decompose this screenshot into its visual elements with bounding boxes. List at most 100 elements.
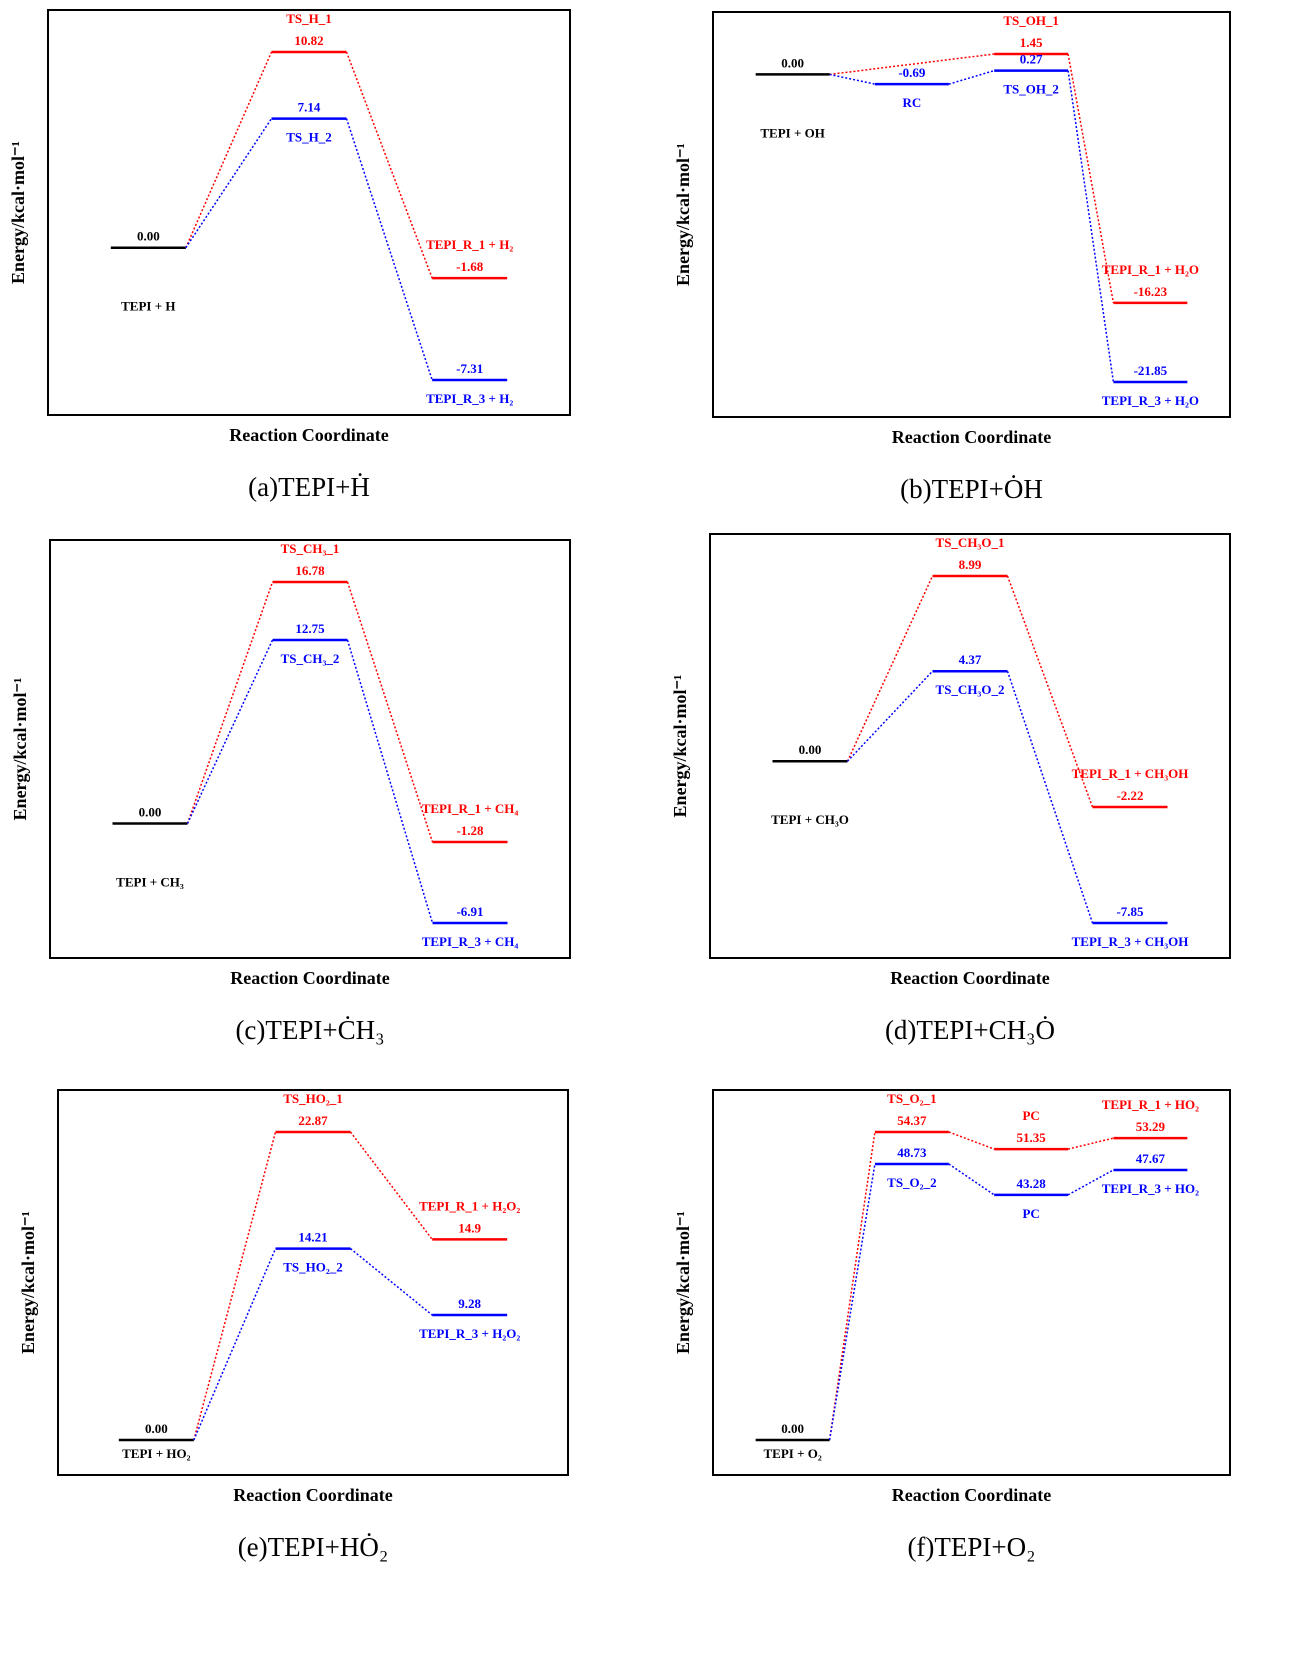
connector bbox=[949, 1164, 994, 1195]
figure: Reaction Coordinate Energy/kcal·mol⁻¹ (a)T… bbox=[0, 0, 1302, 1660]
species-label: RC bbox=[902, 95, 921, 110]
x-axis-label: Reaction Coordinate bbox=[892, 1485, 1051, 1505]
value-label: 22.87 bbox=[298, 1113, 328, 1128]
value-label: 53.29 bbox=[1136, 1119, 1166, 1134]
connector bbox=[830, 74, 875, 84]
species-label: TEPI + CH₃ bbox=[116, 875, 184, 890]
species-label: TS_O₂_2 bbox=[887, 1175, 936, 1190]
value-label: 0.00 bbox=[145, 1421, 168, 1436]
species-label: PC bbox=[1022, 1108, 1039, 1123]
plot-frame bbox=[48, 10, 570, 415]
species-label: TS_OH_1 bbox=[1003, 13, 1059, 28]
species-label: TEPI + H bbox=[121, 299, 175, 314]
x-axis-label: Reaction Coordinate bbox=[892, 427, 1051, 447]
species-label: TEPI_R_1 + H₂O bbox=[1102, 262, 1199, 277]
connector bbox=[830, 1164, 875, 1440]
caption: (b)TEPI+ȮH bbox=[900, 474, 1043, 504]
species-label: TEPI_R_3 + HO₂ bbox=[1102, 1181, 1199, 1196]
value-label: 0.00 bbox=[137, 229, 160, 244]
value-label: 51.35 bbox=[1017, 1130, 1047, 1145]
x-axis-label: Reaction Coordinate bbox=[233, 1485, 392, 1505]
connector bbox=[188, 640, 273, 824]
x-axis-label: Reaction Coordinate bbox=[890, 968, 1049, 988]
value-label: 0.27 bbox=[1020, 52, 1043, 67]
connector bbox=[348, 640, 433, 923]
species-label: PC bbox=[1022, 1206, 1039, 1221]
value-label: 7.14 bbox=[298, 100, 321, 115]
x-axis-label: Reaction Coordinate bbox=[230, 968, 389, 988]
connector bbox=[848, 671, 933, 761]
value-label: 16.78 bbox=[295, 563, 325, 578]
value-label: 14.9 bbox=[458, 1220, 481, 1235]
species-label: TEPI_R_1 + CH₄ bbox=[422, 801, 519, 816]
value-label: -21.85 bbox=[1134, 363, 1168, 378]
connector bbox=[351, 1132, 433, 1239]
connector bbox=[351, 1249, 433, 1315]
species-label: TEPI_R_3 + H₂ bbox=[426, 391, 513, 406]
value-label: 0.00 bbox=[781, 55, 804, 70]
species-label: TEPI_R_3 + H₂O bbox=[1102, 393, 1199, 408]
caption: (e)TEPI+HȮ₂ bbox=[238, 1532, 389, 1562]
connector bbox=[347, 119, 433, 380]
caption: (d)TEPI+CH₃Ȯ bbox=[885, 1015, 1055, 1045]
value-label: 0.00 bbox=[139, 805, 162, 820]
value-label: 8.99 bbox=[959, 557, 982, 572]
species-label: TS_CH₃O_1 bbox=[936, 535, 1005, 550]
caption: (c)TEPI+ĊH₃ bbox=[235, 1015, 384, 1045]
species-label: TS_H_2 bbox=[286, 130, 332, 145]
value-label: 47.67 bbox=[1136, 1151, 1166, 1166]
value-label: 1.45 bbox=[1020, 35, 1043, 50]
y-axis-label: Energy/kcal·mol⁻¹ bbox=[673, 1211, 693, 1354]
species-label: TEPI_R_1 + HO₂ bbox=[1102, 1097, 1199, 1112]
y-axis-label: Energy/kcal·mol⁻¹ bbox=[670, 675, 690, 818]
value-label: 4.37 bbox=[959, 652, 982, 667]
value-label: 0.00 bbox=[799, 742, 822, 757]
value-label: 14.21 bbox=[298, 1230, 327, 1245]
value-label: 54.37 bbox=[897, 1113, 927, 1128]
plot-frame bbox=[710, 534, 1230, 958]
species-label: TEPI + CH₃O bbox=[771, 812, 849, 827]
caption: (f)TEPI+O₂ bbox=[907, 1532, 1035, 1562]
x-axis-label: Reaction Coordinate bbox=[229, 425, 388, 445]
connector bbox=[949, 1132, 994, 1149]
connector bbox=[848, 576, 933, 761]
value-label: 48.73 bbox=[897, 1145, 927, 1160]
species-label: TEPI + HO₂ bbox=[122, 1446, 190, 1461]
species-label: TS_O₂_1 bbox=[887, 1091, 936, 1106]
species-label: TS_HO₂_1 bbox=[283, 1091, 343, 1106]
connector bbox=[1008, 671, 1093, 923]
species-label: TEPI_R_3 + CH₃OH bbox=[1072, 934, 1189, 949]
species-label: TEPI + O₂ bbox=[763, 1446, 821, 1461]
species-label: TEPI_R_3 + H₂O₂ bbox=[419, 1326, 520, 1341]
value-label: -1.68 bbox=[456, 259, 484, 274]
connector bbox=[1068, 1138, 1113, 1149]
value-label: 12.75 bbox=[295, 621, 325, 636]
plot-frame bbox=[713, 1090, 1230, 1475]
connector bbox=[347, 52, 433, 278]
value-label: -6.91 bbox=[456, 904, 483, 919]
plot-frame bbox=[50, 540, 570, 958]
connector bbox=[830, 1132, 875, 1440]
value-label: 10.82 bbox=[294, 33, 323, 48]
plot-frame bbox=[58, 1090, 568, 1475]
species-label: TEPI_R_3 + CH₄ bbox=[422, 934, 519, 949]
value-label: -7.85 bbox=[1116, 904, 1144, 919]
species-label: TS_H_1 bbox=[286, 11, 332, 26]
value-label: -16.23 bbox=[1134, 284, 1168, 299]
connector bbox=[194, 1249, 276, 1440]
connector bbox=[1068, 71, 1113, 382]
value-label: -0.69 bbox=[898, 65, 926, 80]
connector bbox=[348, 582, 433, 842]
species-label: TS_CH₃_2 bbox=[281, 651, 340, 666]
value-label: 43.28 bbox=[1017, 1176, 1047, 1191]
species-label: TS_CH₃_1 bbox=[281, 541, 340, 556]
value-label: 9.28 bbox=[458, 1296, 481, 1311]
y-axis-label: Energy/kcal·mol⁻¹ bbox=[8, 141, 28, 284]
caption: (a)TEPI+Ḣ bbox=[248, 472, 370, 502]
y-axis-label: Energy/kcal·mol⁻¹ bbox=[18, 1211, 38, 1354]
connector bbox=[194, 1132, 276, 1440]
species-label: TEPI_R_1 + H₂O₂ bbox=[419, 1198, 520, 1213]
species-label: TEPI + OH bbox=[760, 125, 824, 140]
species-label: TEPI_R_1 + CH₃OH bbox=[1072, 766, 1189, 781]
species-label: TS_HO₂_2 bbox=[283, 1260, 343, 1275]
